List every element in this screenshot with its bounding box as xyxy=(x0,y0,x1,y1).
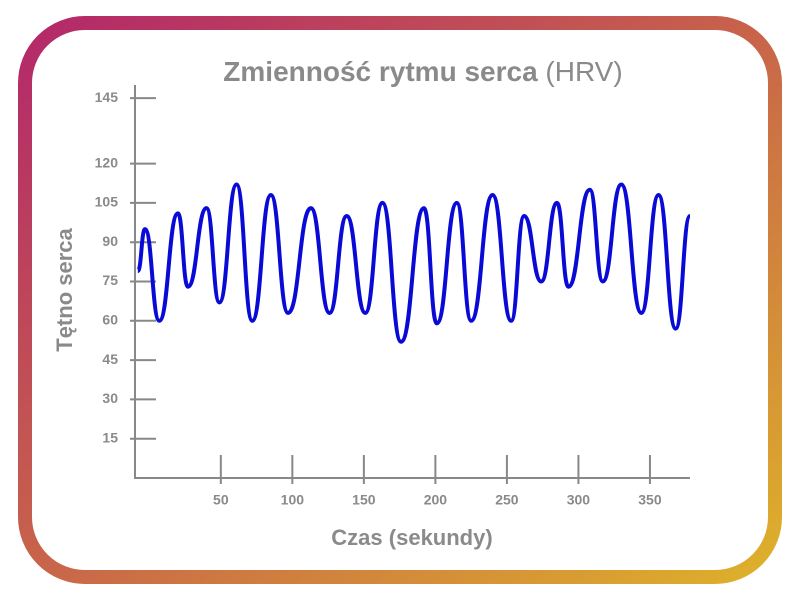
y-tick-label: 30 xyxy=(102,390,118,406)
y-tick-label: 120 xyxy=(95,154,119,170)
y-tick-label: 105 xyxy=(95,194,119,210)
x-tick-label: 100 xyxy=(281,492,305,508)
y-axis-label: Tętno serca xyxy=(52,227,77,351)
y-tick-label: 45 xyxy=(102,351,118,367)
y-tick-label: 15 xyxy=(102,429,118,445)
x-axis-label: Czas (sekundy) xyxy=(331,525,492,550)
title-note: (HRV) xyxy=(545,56,622,87)
x-tick-label: 350 xyxy=(638,492,662,508)
y-tick-label: 90 xyxy=(102,233,118,249)
chart-title: Zmienność rytmu serca (HRV) xyxy=(223,56,622,87)
y-tick-label: 60 xyxy=(102,312,118,328)
y-tick-label: 75 xyxy=(102,272,118,288)
frame xyxy=(18,16,782,584)
title-main: Zmienność rytmu serca xyxy=(223,56,538,87)
x-tick-label: 150 xyxy=(352,492,376,508)
x-tick-label: 50 xyxy=(213,492,229,508)
x-tick-label: 250 xyxy=(495,492,519,508)
x-tick-label: 300 xyxy=(567,492,591,508)
y-tick-label: 145 xyxy=(95,89,119,105)
data-line xyxy=(135,182,692,344)
x-tick-label: 200 xyxy=(424,492,448,508)
